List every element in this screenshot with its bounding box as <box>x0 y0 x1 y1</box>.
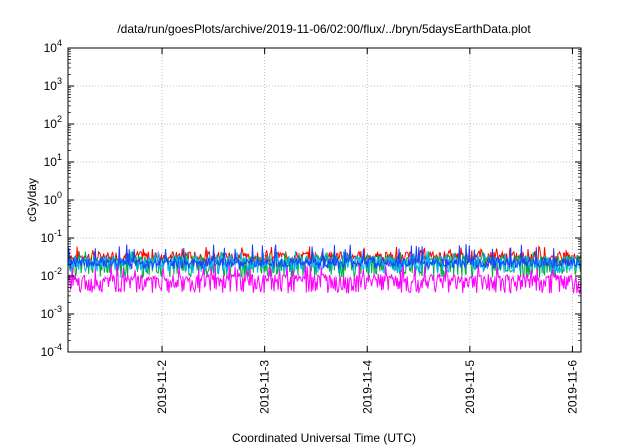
plot-frame <box>67 47 582 353</box>
y-tick-label: 100 <box>44 190 62 207</box>
y-ticks: 10-4 10-3 10-2 10-1 100 101 102 103 104 <box>41 38 581 359</box>
x-tick-label: 2019-11-3 <box>258 360 272 414</box>
y-tick-label: 104 <box>44 38 62 55</box>
y-tick-label: 10-2 <box>41 266 62 283</box>
x-tick-label: 2019-11-2 <box>155 360 169 414</box>
series-line-5 <box>67 264 582 295</box>
grid <box>68 48 581 352</box>
series-line-3 <box>67 251 582 275</box>
x-tick-label: 2019-11-6 <box>565 360 579 414</box>
x-ticks: 2019-11-2 2019-11-3 2019-11-4 2019-11-5 2019… <box>155 48 579 414</box>
series-line-4 <box>67 244 582 270</box>
x-tick-label: 2019-11-4 <box>360 360 374 414</box>
y-tick-label: 101 <box>44 152 62 169</box>
y-tick-label: 10-4 <box>41 342 62 359</box>
y-tick-label: 102 <box>44 114 62 131</box>
y-tick-label: 10-1 <box>41 228 62 245</box>
x-tick-label: 2019-11-5 <box>463 360 477 414</box>
series-group <box>67 244 582 295</box>
y-axis-label: cGy/day <box>25 178 39 222</box>
x-axis-label: Coordinated Universal Time (UTC) <box>232 431 416 445</box>
y-tick-label: 103 <box>44 76 62 93</box>
y-tick-label: 10-3 <box>41 304 62 321</box>
chart-title: /data/run/goesPlots/archive/2019-11-06/0… <box>117 22 531 36</box>
